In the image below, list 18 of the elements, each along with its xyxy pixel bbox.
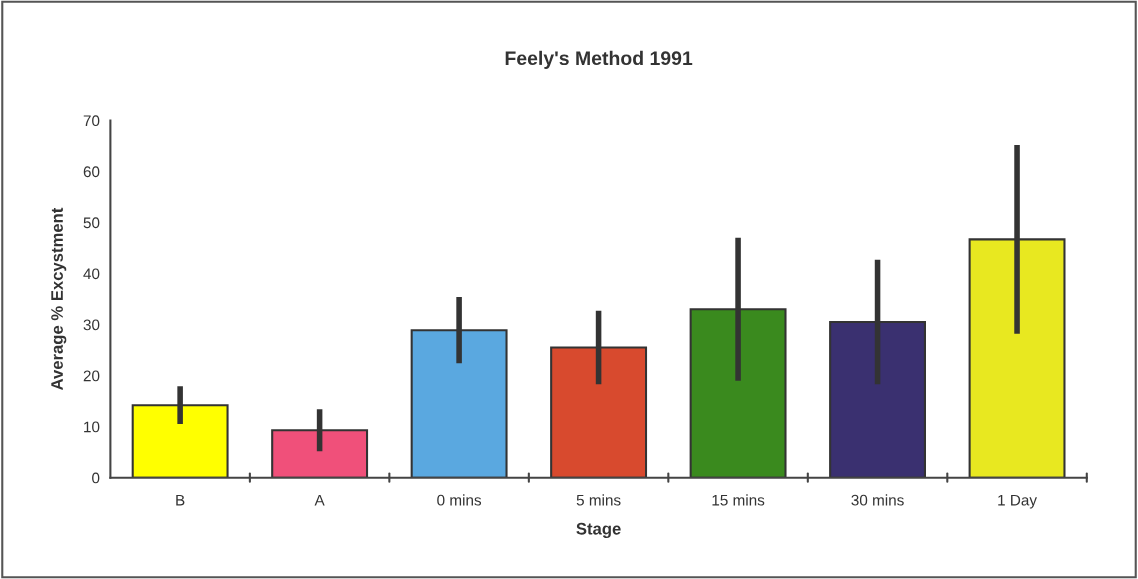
y-tick-label: 0: [92, 472, 100, 484]
y-tick-label: 20: [83, 370, 100, 382]
y-tick-label: 60: [83, 166, 100, 178]
y-tick-label: 30: [83, 319, 100, 331]
x-tick-label: 15 mins: [712, 494, 765, 506]
x-tick-label: 1 Day: [998, 494, 1037, 509]
y-axis-title: Average % Excystment: [51, 207, 67, 391]
x-tick-label: B: [176, 494, 185, 506]
x-tick-label: 30 mins: [851, 494, 904, 506]
x-tick-label: A: [314, 494, 325, 506]
y-tick-label: 40: [83, 268, 100, 280]
x-axis-title: Stage: [576, 522, 621, 539]
x-tick-label: 5 mins: [576, 494, 621, 506]
y-tick-label: 10: [84, 421, 100, 433]
x-tick-label: 0 mins: [437, 494, 482, 506]
y-tick-label: 70: [83, 115, 100, 127]
y-tick-label: 50: [83, 217, 100, 229]
chart-title: Feely's Method 1991: [505, 50, 693, 69]
